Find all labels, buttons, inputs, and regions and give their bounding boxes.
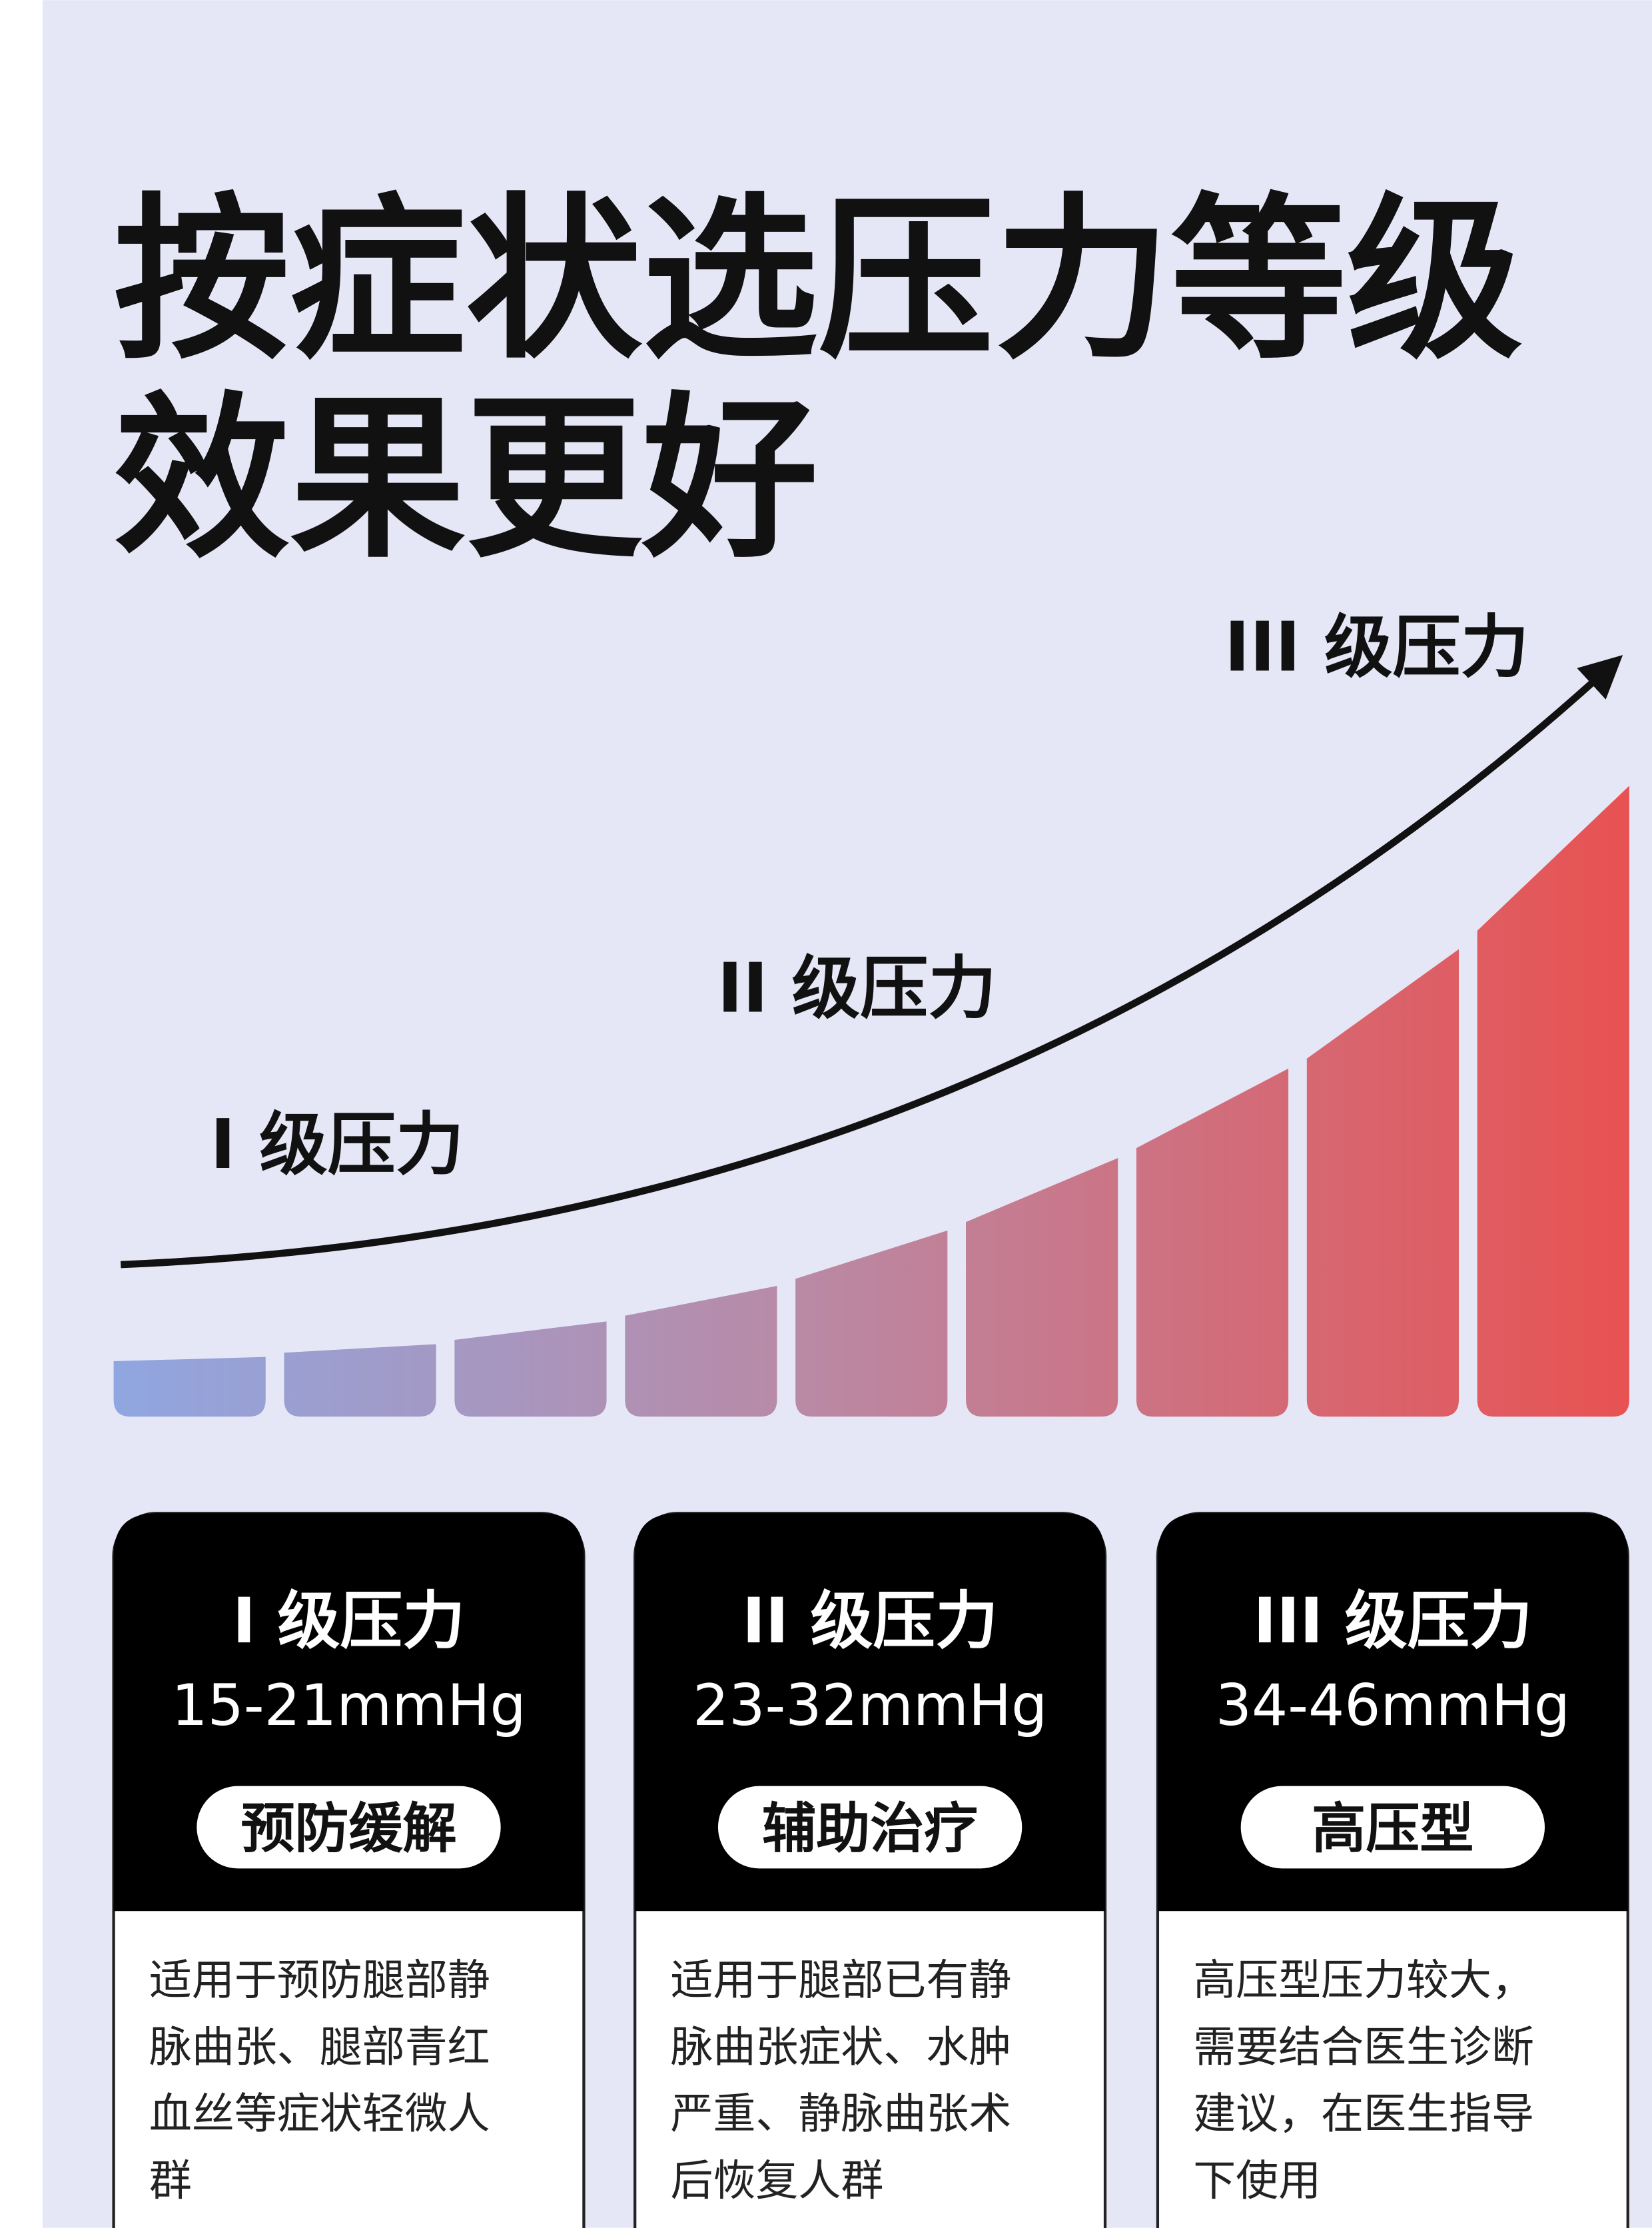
bar <box>625 1286 777 1417</box>
trend-arrow <box>121 655 1623 1269</box>
card-tag: 预防缓解 <box>240 1798 456 1860</box>
bar <box>1136 1068 1289 1417</box>
bar <box>1477 786 1629 1417</box>
bar <box>113 1357 266 1417</box>
bars <box>113 786 1629 1417</box>
tag-pill <box>717 1786 1023 1869</box>
bar <box>966 1158 1118 1417</box>
card-description: 严重、静脉曲张术 <box>671 2090 1012 2139</box>
card-pressure: 34-46mmHg <box>1216 1673 1570 1739</box>
bar <box>1306 949 1459 1417</box>
card-pressure: 23-32mmHg <box>693 1673 1047 1739</box>
bar <box>454 1321 607 1417</box>
card-tag: 辅助治疗 <box>762 1798 978 1860</box>
tag-pill <box>197 1786 501 1869</box>
card-description: 适用于预防腿部静 <box>149 1956 490 2005</box>
card-description: 适用于腿部已有静 <box>671 1956 1012 2005</box>
card-level: III 级压力 <box>1253 1585 1532 1658</box>
card-description: 高压型压力较大， <box>1193 1956 1534 2005</box>
card-tag: 高压型 <box>1312 1798 1473 1860</box>
card-level: II 级压力 <box>742 1585 998 1658</box>
card-description: 血丝等症状轻微人 <box>149 2090 490 2139</box>
title-line: 按症状选压力等级 <box>114 179 1523 383</box>
curve-label: III 级压力 <box>1224 608 1529 688</box>
card-description: 后恢复人群 <box>671 2157 884 2206</box>
tag-pill <box>1240 1786 1545 1869</box>
title-line: 效果更好 <box>114 378 819 582</box>
card: II 级压力 23-32mmHg 辅助治疗适用于腿部已有静脉曲张症状、水肿严重、静脉… <box>633 1512 1107 2228</box>
card-description: 下使用 <box>1193 2157 1321 2206</box>
curve-label: I 级压力 <box>210 1105 464 1185</box>
card-description: 脉曲张症状、水肿 <box>671 2023 1012 2072</box>
card-description: 群 <box>149 2157 192 2206</box>
bar <box>795 1230 948 1417</box>
bar <box>284 1344 436 1417</box>
card-level: I 级压力 <box>232 1585 465 1658</box>
card-description: 脉曲张、腿部青红 <box>149 2023 490 2072</box>
card-pressure: 15-21mmHg <box>171 1673 526 1739</box>
card-description: 建议，在医生指导 <box>1193 2090 1534 2139</box>
card: I 级压力 15-21mmHg 预防缓解适用于预防腿部静脉曲张、腿部青红血丝等症状轻… <box>112 1512 586 2228</box>
card-description: 需要结合医生诊断 <box>1193 2023 1534 2072</box>
cards: I 级压力 15-21mmHg 预防缓解适用于预防腿部静脉曲张、腿部青红血丝等症状轻… <box>112 1512 1629 2228</box>
curve-label: II 级压力 <box>717 949 997 1028</box>
